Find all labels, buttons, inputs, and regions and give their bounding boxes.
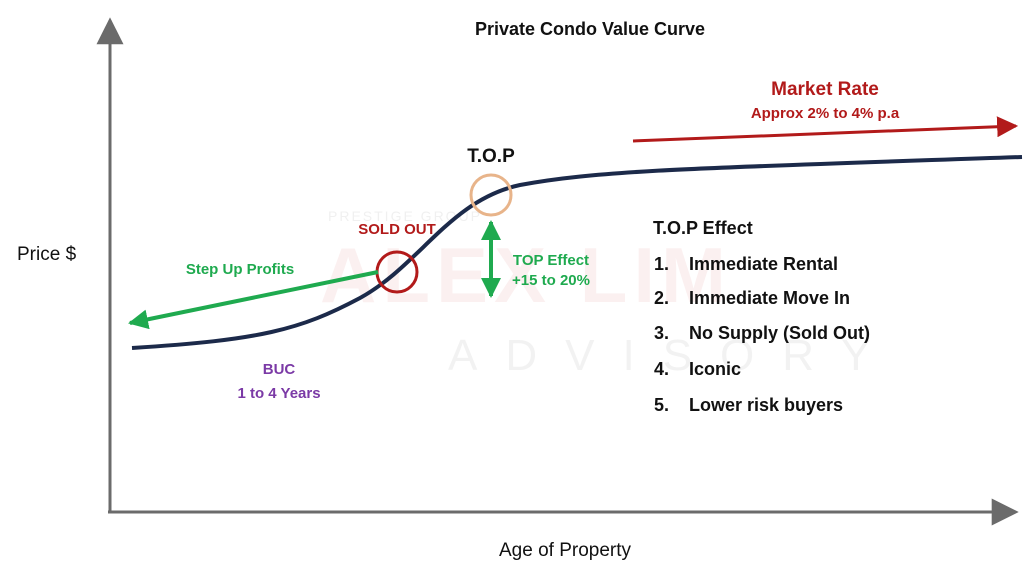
y-axis-label: Price $ [17, 244, 77, 265]
top-effect-list-item: Immediate Move In [689, 288, 850, 308]
top-effect-list-item: Iconic [689, 359, 741, 379]
market-rate-arrow [632, 116, 1019, 143]
top-effect-list-number: 3. [654, 323, 669, 343]
top-effect-list-item: No Supply (Sold Out) [689, 323, 870, 343]
top-effect-list-number: 1. [654, 254, 669, 274]
top-effect-list-number: 2. [654, 288, 669, 308]
top-effect-list-item: Lower risk buyers [689, 395, 843, 415]
market-rate-label: Market Rate [771, 79, 879, 100]
value-curve [131, 155, 1023, 350]
diagram-title: Private Condo Value Curve [475, 19, 705, 39]
sold-out-label: SOLD OUT [358, 221, 436, 238]
x-axis-label: Age of Property [499, 540, 632, 561]
top-effect-list-number: 5. [654, 395, 669, 415]
buc-duration-label: 1 to 4 Years [237, 385, 320, 402]
top-effect-list-heading: T.O.P Effect [653, 218, 753, 238]
step-up-profits-arrow [128, 270, 379, 330]
top-effect-list-number: 4. [654, 359, 669, 379]
buc-label: BUC [263, 361, 296, 378]
watermark-top-text: PRESTIGE GROUP [328, 208, 482, 224]
watermark-main-text: ALEX LIM [320, 231, 732, 319]
top-effect-label: TOP Effect [513, 252, 589, 269]
top-point-circle [469, 173, 513, 217]
step-up-profits-label: Step Up Profits [186, 261, 294, 278]
top-effect-value: +15 to 20% [512, 272, 590, 289]
top-effect-list-item: Immediate Rental [689, 254, 838, 274]
watermark-sub-text: ADVISORY [448, 331, 899, 380]
top-point-label: T.O.P [467, 146, 515, 167]
market-rate-sub-label: Approx 2% to 4% p.a [751, 105, 900, 122]
